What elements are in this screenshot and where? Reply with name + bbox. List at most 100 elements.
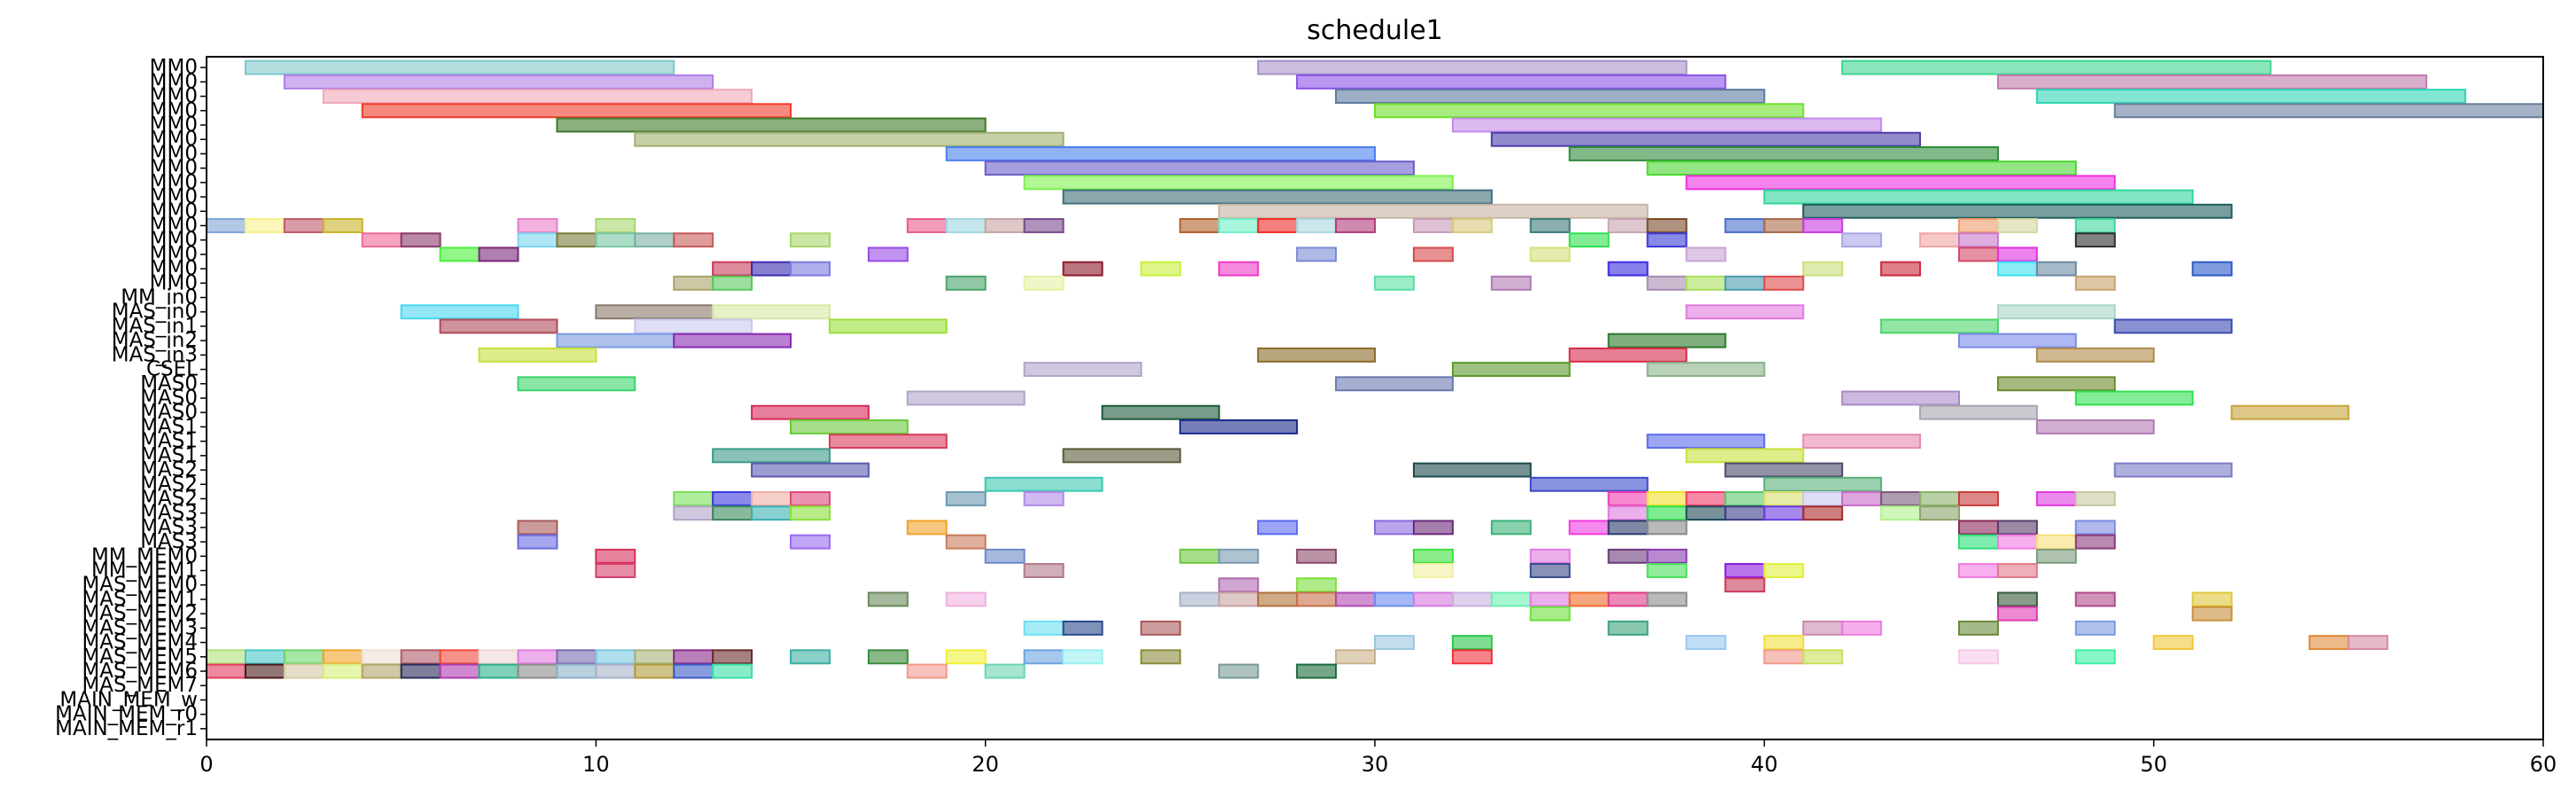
task-bar — [1296, 577, 1338, 593]
task-bar — [712, 505, 753, 521]
task-bar — [595, 304, 714, 320]
task-bar — [244, 649, 285, 665]
task-bar — [673, 505, 714, 521]
task-bar — [2035, 491, 2077, 506]
row-label: MAS_MEM2 — [82, 602, 198, 625]
task-bar — [1257, 520, 1299, 536]
task-bar — [1296, 591, 1338, 607]
task-bar — [1451, 218, 1493, 233]
task-bar — [1646, 434, 1766, 450]
task-bar — [1996, 376, 2116, 392]
task-bar — [1685, 635, 1727, 651]
task-bar — [751, 491, 792, 506]
row-label: MAS_MEM0 — [82, 574, 198, 597]
task-bar — [1724, 563, 1766, 578]
task-bar — [322, 649, 363, 665]
task-bar — [1646, 362, 1766, 378]
task-bar — [867, 649, 909, 665]
task-bar — [1374, 520, 1415, 536]
task-bar — [1296, 548, 1338, 564]
task-bar — [790, 534, 831, 550]
row-label: MM0 — [150, 229, 198, 252]
task-bar — [2230, 404, 2350, 420]
task-bar — [2035, 419, 2155, 434]
task-bar — [1335, 591, 1376, 607]
task-bar — [1062, 649, 1104, 665]
task-bar — [2035, 261, 2077, 277]
task-bar — [439, 649, 480, 665]
task-bar — [1490, 520, 1532, 536]
task-bar — [2191, 606, 2233, 622]
task-bar — [1880, 318, 1999, 334]
task-bar — [712, 275, 753, 291]
task-bar — [1685, 304, 1805, 320]
task-bars — [206, 59, 2545, 679]
task-bar — [1023, 362, 1143, 378]
row-label: MAS_in0 — [112, 301, 198, 324]
row-label: MM0 — [150, 171, 198, 194]
task-bar — [712, 261, 753, 277]
task-bar — [634, 663, 675, 679]
task-bar — [1140, 620, 1182, 636]
task-bar — [1880, 505, 1922, 521]
task-bar — [1919, 404, 2038, 420]
task-bar — [2035, 89, 2467, 105]
task-bar — [673, 663, 714, 679]
task-bar — [1529, 606, 1571, 622]
task-bar — [673, 491, 714, 506]
row-label: MAS_MEM4 — [82, 631, 198, 654]
row-label: MAS3 — [140, 502, 198, 525]
task-bar — [361, 103, 792, 119]
row-label: MM0 — [150, 113, 198, 137]
row-label: MAS_MEM1 — [82, 588, 198, 611]
task-bar — [1958, 620, 1999, 636]
task-bar — [556, 649, 597, 665]
task-bar — [673, 332, 792, 348]
task-bar — [1607, 548, 1649, 564]
task-bar — [1374, 591, 1415, 607]
task-bar — [595, 232, 636, 248]
task-bar — [1841, 59, 2272, 75]
task-bar — [400, 663, 441, 679]
task-bar — [1958, 520, 1999, 536]
task-bar — [906, 663, 948, 679]
task-bar — [790, 261, 831, 277]
task-bar — [1529, 563, 1571, 578]
task-bar — [556, 663, 597, 679]
task-bar — [1646, 591, 1688, 607]
task-bar — [1958, 218, 1999, 233]
task-bar — [751, 261, 792, 277]
task-bar — [1529, 218, 1571, 233]
task-bar — [1568, 232, 1610, 248]
task-bar — [1646, 160, 2077, 176]
task-bar — [1958, 649, 1999, 665]
row-label: MAS_MEM6 — [82, 660, 198, 683]
row-label: MM0 — [150, 214, 198, 237]
task-bar — [1996, 563, 2038, 578]
row-label: CSEL — [146, 358, 198, 381]
task-bar — [244, 59, 675, 75]
task-bar — [712, 649, 753, 665]
task-bar — [634, 649, 675, 665]
task-bar — [673, 649, 714, 665]
row-label: MAS0 — [140, 387, 198, 410]
row-label: MAS_MEM3 — [82, 616, 198, 639]
task-bar — [2074, 591, 2116, 607]
task-bar — [1529, 246, 1571, 262]
task-bar — [1140, 261, 1182, 277]
task-bar — [1257, 591, 1299, 607]
task-bar — [984, 476, 1104, 492]
task-bar — [790, 649, 831, 665]
task-bar — [2035, 548, 2077, 564]
task-bar — [1646, 505, 1688, 521]
task-bar — [1802, 649, 1844, 665]
task-bar — [1296, 74, 1727, 90]
task-bar — [1646, 563, 1688, 578]
row-label: MM_in0 — [121, 286, 198, 309]
row-label: MAS2 — [140, 473, 198, 496]
task-bar — [439, 663, 480, 679]
task-bar — [1763, 476, 1883, 492]
row-label: MAS1 — [140, 430, 198, 453]
task-bar — [2347, 635, 2389, 651]
task-bar — [1218, 591, 1260, 607]
